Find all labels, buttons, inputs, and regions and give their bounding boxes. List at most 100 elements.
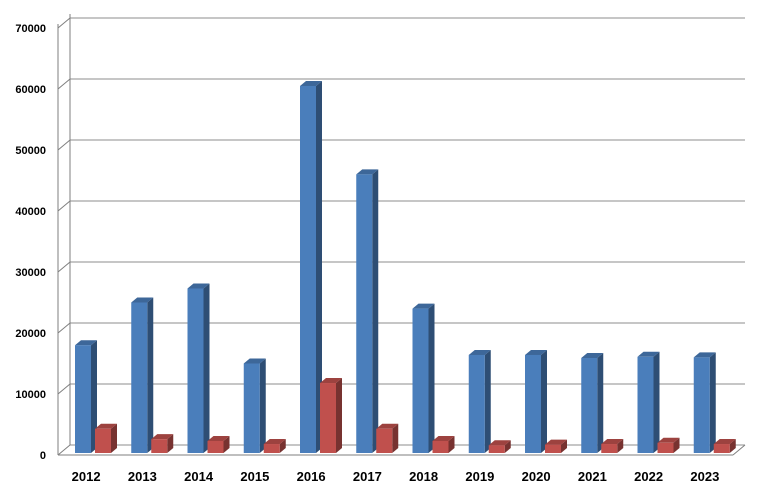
y-tick-labels: 0 10000 20000 30000 40000 50000 60000 70000 [15,23,46,462]
bar [151,439,168,453]
bar-top [263,439,286,445]
bar-side [259,358,266,453]
bar-side [709,352,716,453]
bar-top [525,349,547,355]
bar-side [279,439,286,453]
y-tick-label: 10000 [15,389,46,401]
bar-side [316,80,322,453]
bar-top [545,439,567,445]
y-tick-label: 30000 [15,267,46,279]
x-tick-label: 2022 [634,469,663,484]
bar [488,445,505,453]
gridline-depth [57,322,71,334]
bar [468,354,485,453]
x-tick-label: 2023 [690,469,719,484]
x-tick-label: 2012 [72,469,101,484]
x-axis-corner-line [732,444,746,456]
bar-top [320,378,342,384]
gridline-depth [57,200,71,212]
bar-top [300,80,322,86]
bar-top [207,435,230,441]
x-tick-label: 2015 [240,469,269,484]
bar [601,444,618,453]
gridline-depth [57,17,71,29]
bar-side [729,439,736,453]
x-tick-label: 2018 [409,469,438,484]
bar-top [131,297,154,303]
bar-side [541,349,547,453]
bar-side [203,283,210,453]
bar [207,440,224,453]
x-tick-label: 2020 [522,469,551,484]
bar-side [167,434,174,453]
bar-side [111,423,117,453]
bar-side [147,297,154,453]
bar-side [223,435,230,453]
x-tick-label: 2016 [297,469,326,484]
gridline-depth [57,383,71,395]
bar-top [243,358,266,364]
bar-top [657,437,680,443]
bar-side [484,349,491,453]
bar [693,357,710,453]
x-tick-labels: 2012 2013 2014 2015 2016 2017 2018 2019 2020 2021… [72,469,720,484]
gridline-depth [57,444,71,456]
bar-side [392,423,399,453]
bar [356,174,373,453]
gridlines [57,17,745,456]
bar [300,85,316,453]
bars [75,80,736,453]
bar [713,444,730,453]
x-tick-label: 2013 [128,469,157,484]
bar-side [597,353,604,453]
bar-side [336,378,342,453]
bar-side [448,435,455,453]
bar [412,308,429,453]
bar-top [581,353,604,359]
bar [131,302,148,453]
bar-side [653,351,660,453]
bar-top [75,340,97,346]
bar [637,356,654,453]
bar-top [376,423,399,429]
bar-top [151,434,174,440]
bar [525,354,541,453]
bar [243,363,260,453]
x-tick-label: 2014 [184,469,214,484]
bar [432,440,449,453]
bar-top [693,352,716,358]
bar [320,383,336,453]
bar-side [617,439,624,453]
y-tick-label: 0 [40,450,46,462]
bar-top [187,283,210,289]
y-tick-label: 50000 [15,145,46,157]
bar-top [601,439,624,445]
axes [57,14,746,456]
bar-top [488,440,511,446]
bar-top [95,423,117,429]
bar [187,288,204,453]
bar-side [91,340,97,453]
x-tick-label: 2019 [465,469,494,484]
bar-top [412,303,435,309]
gridline-depth [57,261,71,273]
bar-top [432,435,455,441]
bar-side [372,169,379,453]
bar [657,442,674,453]
bar-top [468,349,491,355]
y-tick-label: 20000 [15,328,46,340]
bar-top [713,439,736,445]
gridline-depth [57,78,71,90]
y-tick-label: 40000 [15,206,46,218]
bar [545,444,561,453]
bar [75,345,91,453]
bar-side [428,303,435,453]
bar-side [673,437,680,453]
bar-side [561,439,567,453]
bar-top [356,169,379,175]
y-tick-label: 60000 [15,84,46,96]
bar [581,358,598,453]
bar-side [504,440,511,453]
